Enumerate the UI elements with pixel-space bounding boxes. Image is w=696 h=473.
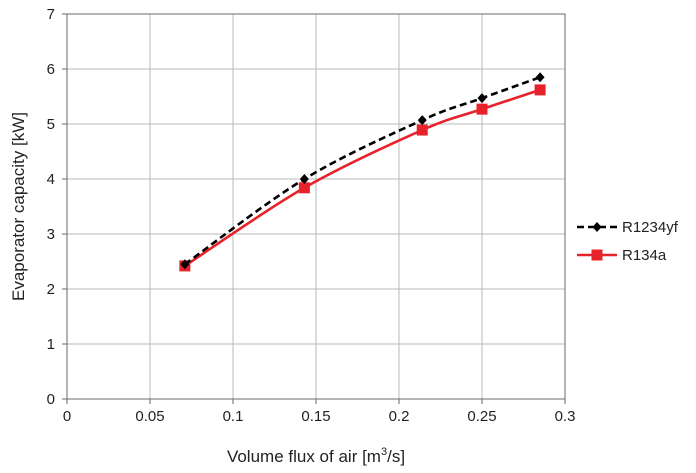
y-tick-label: 2 [47,281,55,298]
x-tick-label: 0 [63,408,71,425]
y-tick-label: 0 [47,391,55,408]
legend: R1234yf R134a [577,219,679,264]
legend-item-r134a: R134a [577,247,667,264]
x-tick-label: 0.05 [135,408,164,425]
data-point [477,93,487,104]
data-point [299,174,309,184]
x-tick-label: 0.25 [467,408,496,425]
legend-label: R134a [622,247,667,264]
grid [66,13,566,400]
y-axis-title: Evaporator capacity [kW] [9,112,28,301]
y-tick-label: 7 [47,6,55,23]
data-point [180,259,190,270]
legend-swatch-marker [591,249,603,261]
x-axis-title-end: /s] [387,447,405,466]
data-point [416,124,428,136]
series-line [184,88,541,267]
series-r134a [179,84,546,272]
series-r1234yf [180,72,545,270]
axis-ticks: 0 0.05 0.1 0.15 0.2 0.25 0.3 0 1 2 3 4 5 6 7 [47,6,576,425]
series-layer [179,72,546,272]
data-point [535,72,545,83]
legend-item-r1234yf: R1234yf [577,219,679,236]
x-tick-label: 0.15 [301,408,330,425]
x-tick-label: 0.2 [389,408,410,425]
data-point [417,115,427,126]
data-point [534,84,546,96]
x-axis-title-main: Volume flux of air [m [227,447,381,466]
legend-swatch-marker [592,222,602,232]
x-axis-title-sup: 3 [381,446,387,458]
y-tick-label: 5 [47,116,55,133]
y-tick-label: 4 [47,171,55,188]
legend-label: R1234yf [622,219,679,236]
x-tick-label: 0.3 [555,408,576,425]
y-tick-label: 6 [47,61,55,78]
x-tick-label: 0.1 [223,408,244,425]
data-point [476,103,488,115]
data-point [298,182,310,194]
x-axis-title: Volume flux of air [m3/s] [227,446,405,466]
y-tick-label: 3 [47,226,55,243]
y-tick-label: 1 [47,336,55,353]
